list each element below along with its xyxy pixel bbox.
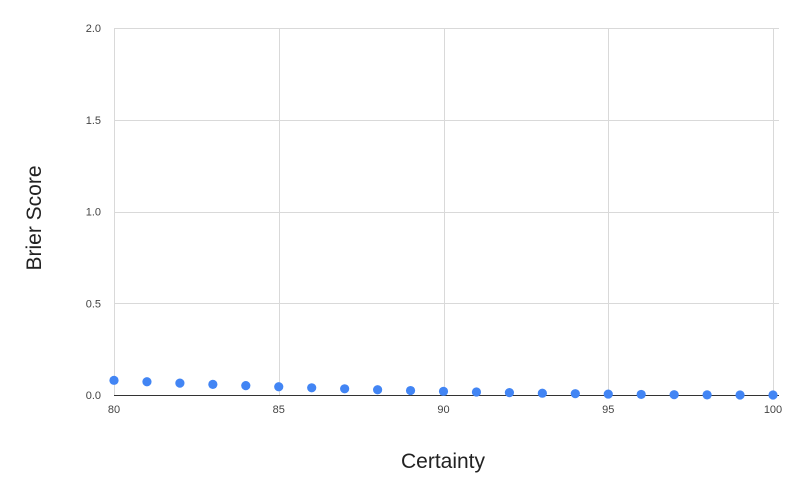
data-point	[636, 389, 646, 400]
y-tick-label: 1.0	[86, 207, 101, 219]
data-point	[175, 378, 185, 388]
data-point	[109, 375, 119, 385]
data-point	[438, 386, 449, 396]
x-tick-label: 100	[764, 404, 782, 416]
x-tick-label: 80	[108, 404, 120, 416]
x-axis-title: Certainty	[401, 450, 486, 473]
grid	[114, 28, 779, 395]
y-tick-label: 0.5	[86, 298, 101, 310]
data-point	[373, 385, 383, 395]
data-point	[340, 384, 350, 394]
y-tick-label: 0.0	[86, 390, 101, 402]
data-point	[735, 390, 745, 400]
y-tick-label: 1.5	[86, 115, 101, 127]
y-tick-labels: 0.0 0.5 1.0 1.5 2.0	[86, 23, 101, 402]
data-point	[702, 390, 712, 400]
data-point	[537, 388, 547, 398]
data-point	[274, 382, 284, 392]
data-point	[570, 389, 580, 399]
data-point	[307, 383, 317, 393]
x-tick-label: 85	[273, 404, 285, 416]
y-tick-label: 2.0	[86, 23, 101, 35]
data-point	[241, 381, 251, 391]
data-point	[405, 385, 416, 396]
x-tick-label: 90	[437, 404, 449, 416]
data-point	[669, 390, 679, 400]
x-tick-label: 95	[602, 404, 614, 416]
data-points	[109, 375, 778, 400]
y-axis-title: Brier Score	[23, 165, 46, 270]
data-point	[603, 389, 613, 399]
data-point	[471, 387, 482, 397]
data-point	[208, 379, 218, 389]
data-point	[768, 390, 778, 400]
x-tick-labels: 80 85 90 95 100	[108, 404, 782, 416]
data-point	[142, 377, 152, 387]
data-point	[504, 388, 514, 398]
